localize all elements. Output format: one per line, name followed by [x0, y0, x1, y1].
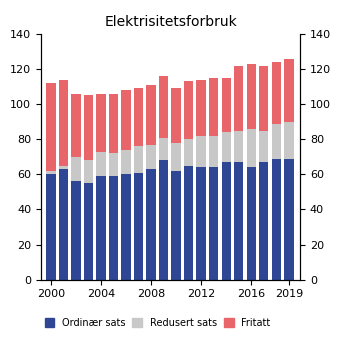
Bar [222, 162, 231, 280]
Bar [59, 80, 68, 166]
Legend: Ordinær sats, Redusert sats, Fritatt: Ordinær sats, Redusert sats, Fritatt [41, 314, 275, 332]
Bar [209, 78, 218, 136]
Bar [271, 159, 281, 280]
Bar [284, 122, 294, 159]
Bar [71, 94, 81, 157]
Bar [259, 66, 268, 131]
Bar [184, 81, 193, 139]
Bar [259, 131, 268, 162]
Bar [159, 137, 168, 160]
Bar [146, 85, 156, 145]
Bar [121, 150, 131, 174]
Bar [172, 143, 181, 171]
Bar [46, 171, 56, 174]
Bar [209, 167, 218, 280]
Bar [46, 174, 56, 280]
Bar [71, 157, 81, 181]
Bar [96, 152, 106, 176]
Bar [84, 183, 93, 280]
Bar [59, 169, 68, 280]
Bar [209, 136, 218, 167]
Bar [134, 173, 143, 280]
Bar [184, 139, 193, 166]
Bar [71, 181, 81, 280]
Bar [109, 94, 118, 153]
Bar [146, 145, 156, 169]
Bar [109, 153, 118, 176]
Bar [247, 129, 256, 167]
Bar [121, 90, 131, 150]
Bar [247, 64, 256, 129]
Bar [84, 95, 93, 160]
Bar [222, 78, 231, 132]
Bar [172, 88, 181, 143]
Bar [196, 80, 206, 136]
Bar [284, 159, 294, 280]
Bar [234, 162, 243, 280]
Bar [196, 136, 206, 167]
Bar [284, 59, 294, 122]
Bar [271, 123, 281, 159]
Bar [234, 131, 243, 162]
Bar [96, 94, 106, 152]
Bar [184, 166, 193, 280]
Bar [134, 146, 143, 173]
Bar [222, 132, 231, 162]
Bar [172, 171, 181, 280]
Bar [271, 62, 281, 123]
Bar [234, 66, 243, 131]
Bar [159, 76, 168, 137]
Bar [121, 174, 131, 280]
Bar [196, 167, 206, 280]
Bar [96, 176, 106, 280]
Bar [247, 167, 256, 280]
Bar [159, 160, 168, 280]
Title: Elektrisitetsforbruk: Elektrisitetsforbruk [104, 15, 237, 29]
Bar [146, 169, 156, 280]
Bar [84, 160, 93, 183]
Bar [259, 162, 268, 280]
Bar [46, 83, 56, 171]
Bar [59, 166, 68, 169]
Bar [134, 88, 143, 146]
Bar [109, 176, 118, 280]
